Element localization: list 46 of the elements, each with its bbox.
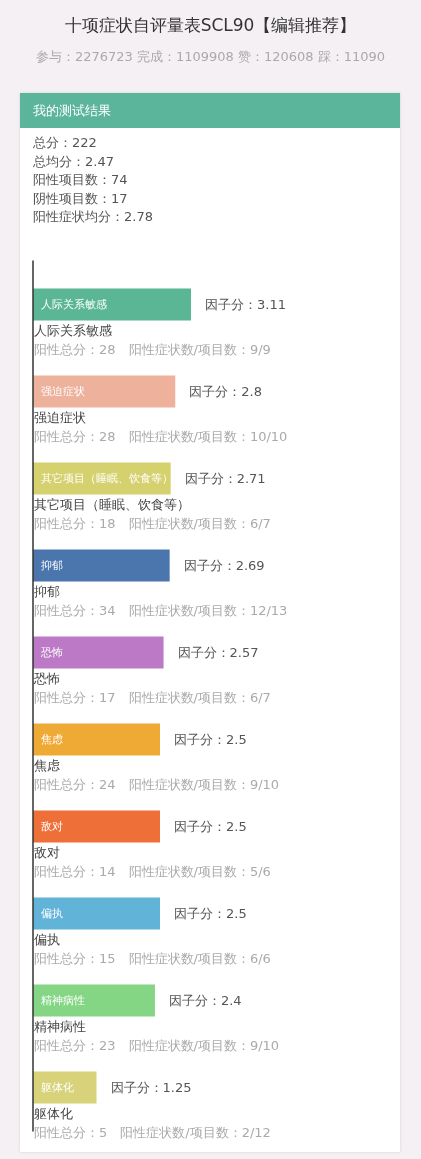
annotation: 阳性总分：28 阳性症状数/项目数：10/10 [34, 428, 288, 444]
bar [33, 723, 161, 756]
annotation: 阳性总分：5 阳性症状数/项目数：2/12 [34, 1124, 271, 1140]
data-label: 因子分：1.25 [110, 1080, 192, 1095]
annotation: 阳性总分：23 阳性症状数/项目数：9/10 [34, 1037, 280, 1053]
annotation: 阳性总分：15 阳性症状数/项目数：6/6 [34, 950, 271, 966]
text: 阳性项目数：74 [33, 171, 129, 189]
data-label: 因子分：2.57 [177, 645, 259, 660]
y-tick-label: 偏执 [34, 931, 60, 947]
text: 阴性项目数：17 [33, 189, 129, 208]
text: 阳性症状均分：2.78 [33, 208, 154, 226]
bar [33, 897, 161, 930]
y-tick-label: 焦虑 [34, 757, 60, 773]
annotation: 阳性总分：28 阳性症状数/项目数：9/9 [34, 341, 271, 357]
bar [33, 984, 155, 1017]
y-tick-label: 其它项目（睡眠、饮食等） [34, 496, 190, 512]
bar [33, 810, 161, 843]
text: 我的测试结果 [20, 93, 400, 128]
annotation: 阳性总分：17 阳性症状数/项目数：6/7 [34, 689, 271, 705]
y-tick-label: 敌对 [34, 844, 60, 860]
y-tick-label: 恐怖 [33, 670, 60, 686]
bar [33, 375, 176, 408]
y-tick-label: 抑郁 [34, 583, 60, 599]
y-tick-label: 人际关系敏感 [34, 322, 112, 338]
data-label: 因子分：2.5 [174, 819, 247, 834]
data-label: 因子分：3.11 [205, 297, 286, 312]
bar [33, 636, 164, 669]
chart-title: 十项症状自评量表SCL90【编辑推荐】 [64, 14, 357, 35]
y-tick-label: 精神病性 [34, 1018, 86, 1034]
annotation: 阳性总分：24 阳性症状数/项目数：9/10 [34, 776, 280, 792]
data-label: 因子分：2.69 [183, 558, 265, 573]
data-label: 因子分：2.8 [189, 384, 262, 399]
data-label: 因子分：2.5 [174, 906, 247, 921]
data-label: 因子分：2.4 [168, 993, 242, 1008]
text: 总均分：2.47 [33, 152, 115, 171]
annotation: 阳性总分：14 阳性症状数/项目数：5/6 [34, 863, 271, 879]
bar [33, 549, 170, 582]
text: 总分：222 [33, 134, 98, 152]
data-label: 因子分：2.71 [184, 471, 266, 486]
y-tick-label: 强迫症状 [34, 409, 86, 425]
y-tick-label: 躯体化 [34, 1105, 73, 1121]
data-label: 因子分：2.5 [174, 732, 247, 747]
annotation: 阳性总分：18 阳性症状数/项目数：6/7 [34, 515, 271, 531]
annotation: 阳性总分：34 阳性症状数/项目数：12/13 [34, 602, 288, 618]
chart-subtitle: 参与：2276723 完成：1109908 赞：120608 踩：11090 [35, 49, 386, 64]
bar [33, 288, 191, 321]
